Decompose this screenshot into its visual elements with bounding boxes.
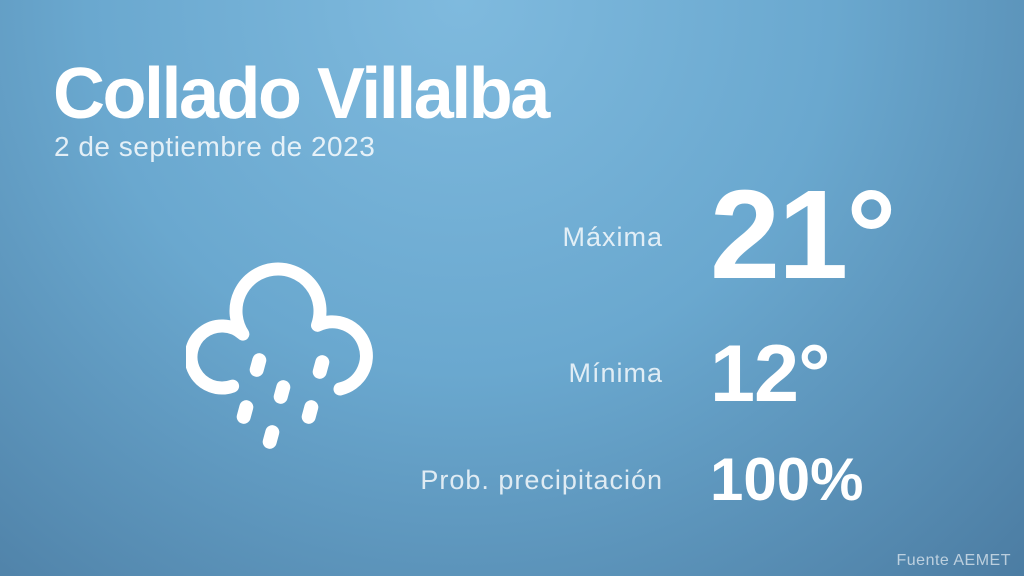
raindrop xyxy=(249,353,267,377)
source-attribution: Fuente AEMET xyxy=(896,551,1011,569)
page-title: Collado Villalba xyxy=(53,54,550,134)
precipitation-probability-label: Prob. precipitación xyxy=(420,465,663,495)
raindrop xyxy=(236,400,254,424)
raindrop xyxy=(312,355,330,379)
min-temp-label: Mínima xyxy=(568,358,663,388)
raindrop xyxy=(262,425,280,449)
max-temp-label: Máxima xyxy=(562,222,663,252)
raindrop xyxy=(273,380,291,404)
cloud-outline xyxy=(186,262,373,396)
date-subtitle: 2 de septiembre de 2023 xyxy=(54,131,376,162)
precipitation-probability-value: 100% xyxy=(710,446,864,513)
min-temp-value: 12° xyxy=(710,329,830,419)
max-temp-value: 21° xyxy=(710,164,897,305)
rain-cloud-icon xyxy=(186,262,373,449)
raindrop xyxy=(301,400,319,424)
